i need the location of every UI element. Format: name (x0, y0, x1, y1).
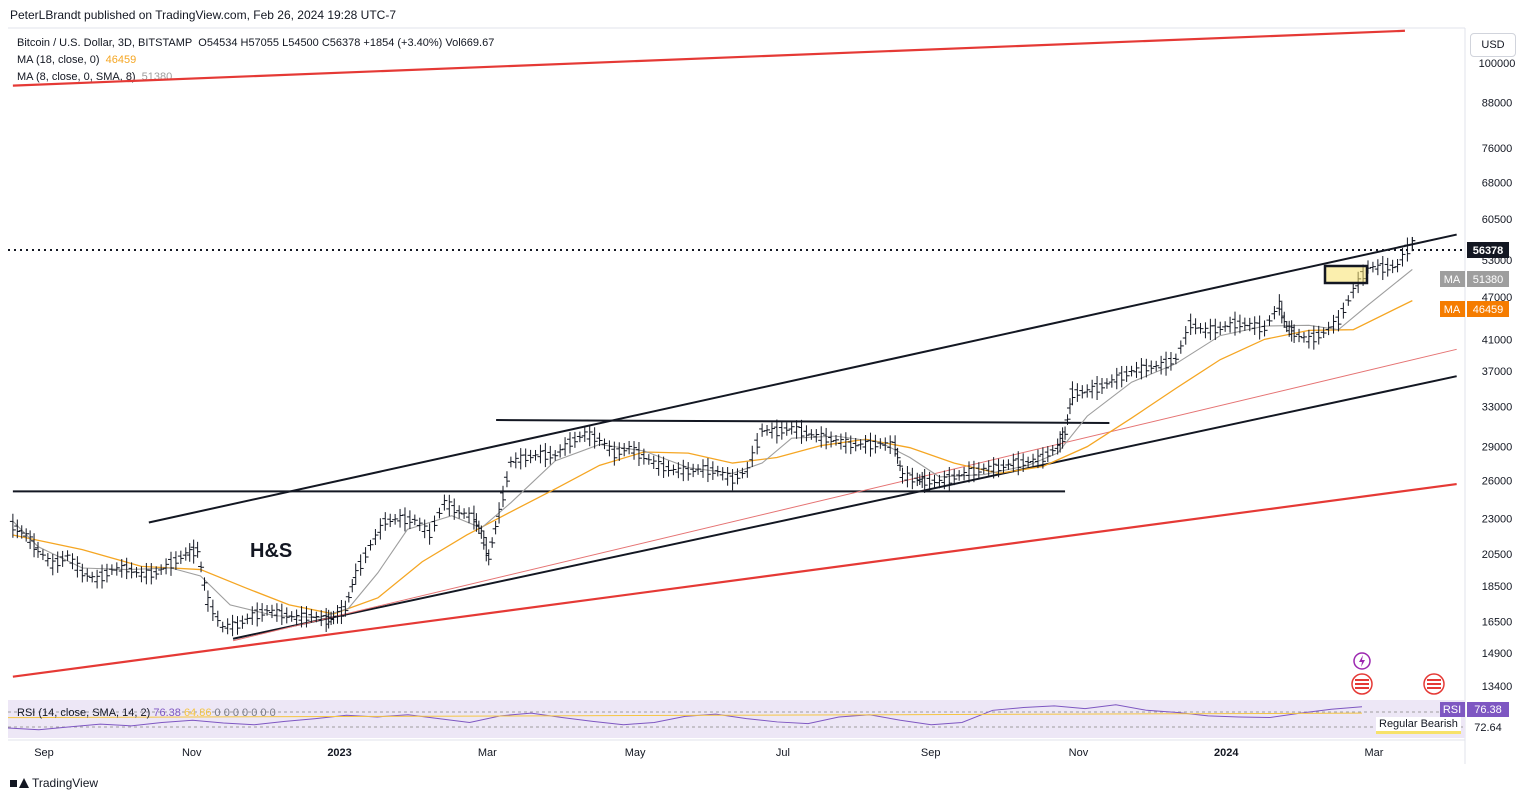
us-flag-stripe (1355, 679, 1369, 681)
legend-ma18-label: MA (18, close, 0) (17, 54, 100, 66)
ma8-tag-label: MA (1444, 274, 1461, 286)
y-tick-label: 100000 (1479, 58, 1516, 70)
y-tick-label: 68000 (1482, 178, 1513, 190)
y-tick-label: 41000 (1482, 334, 1513, 346)
trendline-neckline-top (496, 419, 1110, 424)
time-axis: Sep Nov 2023 Mar May Jul Sep Nov 2024 Mar (34, 747, 1384, 759)
ma18-tag-label-bg (1440, 301, 1465, 317)
x-tick-label: 2023 (327, 747, 351, 759)
y-tick-label: 16500 (1482, 616, 1513, 628)
rsi-line (7, 704, 1363, 731)
legend-ma8-label: MA (8, close, 0, SMA, 8) (17, 71, 136, 83)
price-bars (9, 236, 1416, 637)
x-tick-label: Sep (34, 747, 54, 759)
ma8-polyline (12, 268, 1413, 619)
y-tick-label: 37000 (1482, 366, 1513, 378)
legend-symbol-row: Bitcoin / U.S. Dollar, 3D, BITSTAMP O545… (17, 36, 497, 50)
y-tick-label: 33000 (1482, 402, 1513, 414)
y-tick-label: 13400 (1482, 681, 1513, 693)
y-tick-label: 23000 (1482, 513, 1513, 525)
y-tick-label: 60500 (1482, 214, 1513, 226)
rsi-polyline (7, 704, 1363, 731)
y-tick-label: 29000 (1482, 442, 1513, 454)
trendline-thin-red (232, 348, 1457, 642)
ma8-tag-bg (1467, 271, 1509, 287)
hs-annotation: H&S (250, 540, 292, 562)
currency-button[interactable]: USD (1470, 33, 1516, 57)
publisher-line: PeterLBrandt published on TradingView.co… (10, 8, 397, 22)
rsi-legend-extra: 0 0 0 0 0 0 0 (214, 707, 276, 719)
regular-bearish-label: Regular Bearish (1376, 717, 1461, 734)
y-tick-label: 76000 (1482, 143, 1513, 155)
ma18-tag-value: 46459 (1473, 304, 1504, 316)
y-tick-label: 18500 (1482, 581, 1513, 593)
x-tick-label: Mar (478, 747, 497, 759)
legend-symbol: Bitcoin / U.S. Dollar, 3D, BITSTAMP (17, 37, 193, 49)
ma18-polyline (12, 300, 1413, 615)
price-axis: 1000008800076000680006050053000470004100… (1479, 58, 1516, 693)
legend-ohlc: O54534 H57055 L54500 C56378 +1854 (+3.40… (198, 37, 495, 49)
trendline-outer-red-bottom (12, 482, 1457, 678)
rsi-legend-value2: 64.86 (183, 707, 212, 719)
y-tick-label: 26000 (1482, 475, 1513, 487)
rsi-second-value: 72.64 (1474, 722, 1502, 734)
rsi-band (8, 700, 1465, 738)
y-tick-label: 88000 (1482, 98, 1513, 110)
us-flag-stripe (1427, 687, 1441, 689)
x-tick-label: Nov (182, 747, 202, 759)
trendline-upper-channel (148, 233, 1457, 524)
rsi-legend: RSI (14, close, SMA, 14, 2) 76.38 64.86 … (17, 707, 276, 719)
rsi-tag-label: RSI (1443, 704, 1461, 716)
footer-brand: TradingView (32, 776, 99, 790)
consolidation-box (1323, 264, 1369, 285)
y-tick-label: 14900 (1482, 648, 1513, 660)
x-tick-label: Nov (1069, 747, 1089, 759)
footer: TradingView (10, 776, 98, 790)
us-flag-stripe (1355, 683, 1369, 685)
ma8-line (12, 268, 1413, 619)
rsi-legend-label: RSI (14, close, SMA, 14, 2) (17, 707, 151, 719)
x-tick-label: Mar (1365, 747, 1384, 759)
ma18-line (12, 300, 1413, 615)
rsi-tag-label-bg (1440, 702, 1465, 717)
ma8-tag-value: 51380 (1473, 274, 1504, 286)
us-flag-stripe (1427, 679, 1441, 681)
rsi-tag-value: 76.38 (1474, 704, 1502, 716)
y-tick-label: 20500 (1482, 549, 1513, 561)
tradingview-logo-icon (10, 777, 29, 789)
trendlines (12, 29, 1457, 678)
ma8-tag-label-bg (1440, 271, 1465, 287)
x-tick-label: Sep (921, 747, 941, 759)
trendline-outer-red-top (12, 29, 1405, 87)
ma18-tag-label: MA (1444, 304, 1461, 316)
rsi-legend-value: 76.38 (153, 707, 181, 719)
legend-ma18-value: 46459 (105, 54, 137, 66)
trendline-lower-channel (232, 375, 1457, 640)
lightning-event-icon[interactable] (1353, 652, 1371, 670)
us-flag-stripe (1427, 683, 1441, 685)
x-tick-label: Jul (776, 747, 790, 759)
us-flag-stripe (1355, 687, 1369, 689)
lightning-glyph-icon (1359, 655, 1365, 667)
legend-ma18-row: MA (18, close, 0) 46459 (17, 53, 139, 67)
x-tick-label: May (625, 747, 646, 759)
x-tick-label: 2024 (1214, 747, 1239, 759)
last-price-tag (1467, 242, 1509, 258)
rsi-signal-line (7, 712, 1363, 719)
last-price-value: 56378 (1473, 245, 1504, 257)
ma18-tag-bg (1467, 301, 1509, 317)
rsi-tag-bg (1467, 702, 1509, 717)
